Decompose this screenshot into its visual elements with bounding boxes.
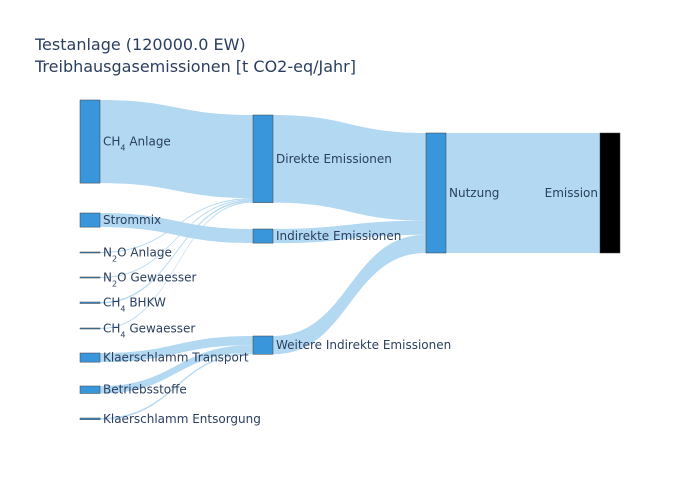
sankey-node-klaerschlamm_entsorgung[interactable] — [79, 417, 101, 420]
sankey-link-nutzung-to-emission[interactable] — [446, 133, 600, 253]
sankey-link-ch4_gewaesser-to-direkte[interactable] — [100, 201, 253, 329]
sankey-label-n2o_anlage: N2O Anlage — [103, 246, 172, 264]
sankey-label-klaerschlamm_entsorgung: Klaerschlamm Entsorgung — [103, 412, 261, 426]
sankey-node-direkte[interactable] — [252, 114, 274, 203]
chart-title-line1: Testanlage (120000.0 EW) — [34, 35, 246, 54]
sankey-labels: CH4 Anlage Strommix N2O Anlage N2O Gewaesse… — [103, 135, 598, 426]
sankey-node-nutzung[interactable] — [425, 132, 447, 254]
sankey-node-ch4_bhkw[interactable] — [79, 301, 101, 304]
sankey-label-nutzung: Nutzung — [449, 186, 499, 200]
sankey-link-betriebsstoffe-to-weitere[interactable] — [100, 345, 253, 394]
sankey-link-weitere-to-nutzung[interactable] — [273, 234, 426, 355]
sankey-link-strommix-to-indirekte[interactable] — [100, 213, 253, 244]
sankey-label-emission: Emission — [545, 186, 598, 200]
sankey-label-betriebsstoffe: Betriebsstoffe — [103, 383, 187, 397]
sankey-label-direkte: Direkte Emissionen — [276, 152, 392, 166]
sankey-node-betriebsstoffe[interactable] — [79, 385, 101, 394]
sankey-link-klaerschlamm_transport-to-weitere[interactable] — [100, 336, 253, 363]
sankey-label-ch4_bhkw: CH4 BHKW — [103, 296, 166, 314]
sankey-label-indirekte: Indirekte Emissionen — [276, 229, 401, 243]
sankey-label-n2o_gewaesser: N2O Gewaesser — [103, 271, 196, 289]
chart-title-line2: Treibhausgasemissionen [t CO2-eq/Jahr] — [34, 57, 356, 76]
sankey-label-weitere: Weitere Indirekte Emissionen — [276, 338, 451, 352]
sankey-link-ch4_bhkw-to-direkte[interactable] — [100, 200, 253, 304]
sankey-node-klaerschlamm_transport[interactable] — [79, 352, 101, 363]
sankey-link-indirekte-to-nutzung[interactable] — [273, 220, 426, 244]
sankey-node-ch4_gewaesser[interactable] — [79, 327, 101, 330]
sankey-link-ch4_anlage-to-direkte[interactable] — [100, 100, 253, 199]
sankey-node-strommix[interactable] — [79, 212, 101, 228]
sankey-node-n2o_anlage[interactable] — [79, 251, 101, 254]
sankey-nodes — [79, 99, 621, 420]
sankey-link-n2o_gewaesser-to-direkte[interactable] — [100, 199, 253, 278]
sankey-link-klaerschlamm_entsorgung-to-weitere[interactable] — [100, 352, 253, 420]
sankey-node-n2o_gewaesser[interactable] — [79, 276, 101, 279]
sankey-links — [100, 100, 600, 420]
sankey-link-direkte-to-nutzung[interactable] — [273, 115, 426, 221]
sankey-node-ch4_anlage[interactable] — [79, 99, 101, 184]
sankey-label-ch4_anlage: CH4 Anlage — [103, 135, 171, 153]
sankey-label-klaerschlamm_transport: Klaerschlamm Transport — [103, 351, 249, 365]
sankey-node-weitere[interactable] — [252, 335, 274, 355]
sankey-node-indirekte[interactable] — [252, 228, 274, 244]
sankey-label-ch4_gewaesser: CH4 Gewaesser — [103, 322, 195, 340]
sankey-label-strommix: Strommix — [103, 213, 161, 227]
sankey-node-emission[interactable] — [599, 132, 621, 254]
